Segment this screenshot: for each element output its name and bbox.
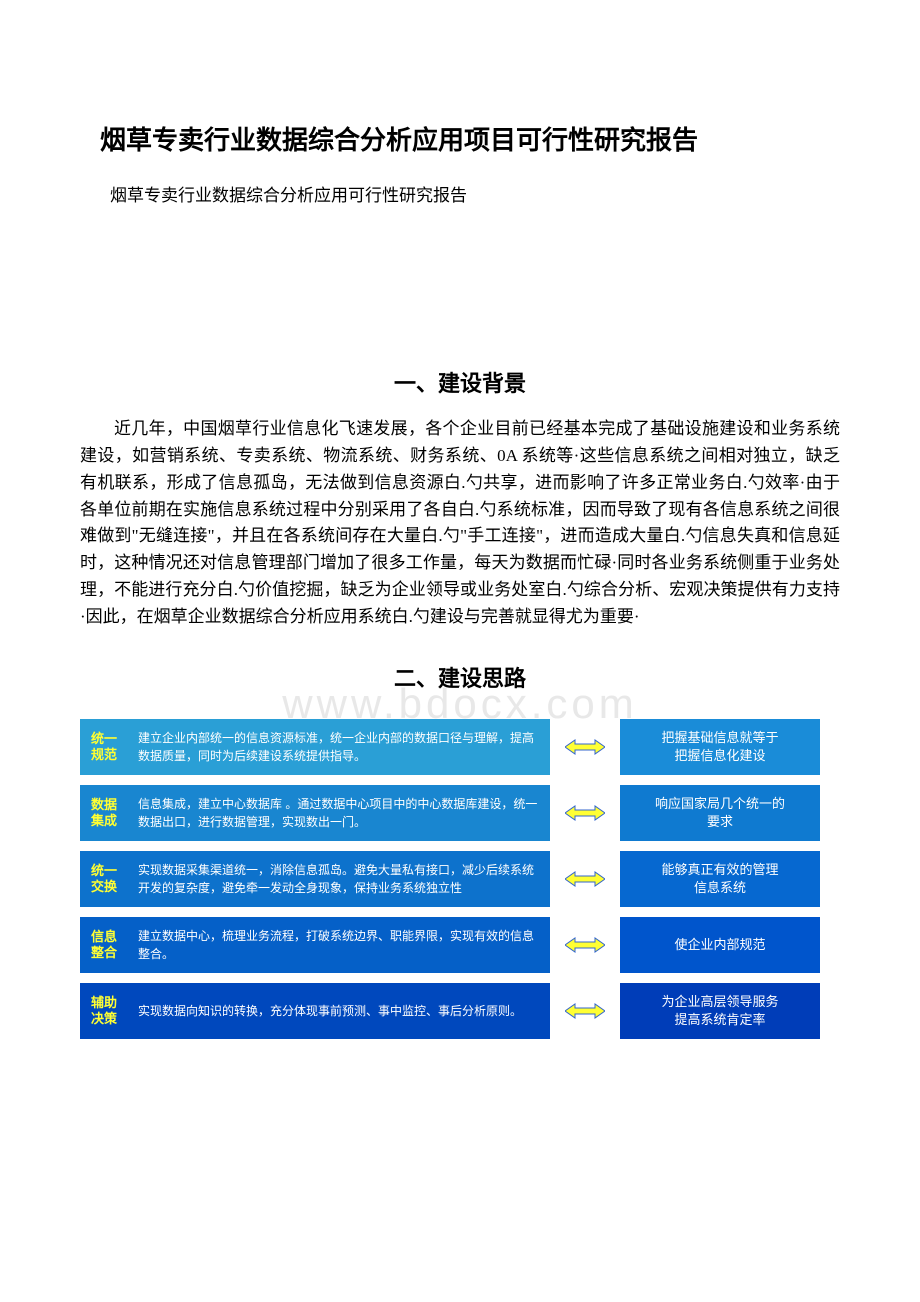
step-label-line2: 决策: [91, 1011, 117, 1027]
step-label-line1: 统一: [91, 863, 117, 879]
diagram-step-row: 信息整合建立数据中心，梳理业务流程，打破系统边界、职能界限，实现有效的信息整合。…: [80, 917, 840, 973]
diagram-step-row: 统一规范建立企业内部统一的信息资源标准，统一企业内部的数据口径与理解，提高数据质…: [80, 719, 840, 775]
step-label: 统一规范: [80, 719, 128, 775]
step-label: 数据集成: [80, 785, 128, 841]
document-subtitle: 烟草专卖行业数据综合分析应用可行性研究报告: [110, 181, 840, 206]
step-left-bar: 统一规范建立企业内部统一的信息资源标准，统一企业内部的数据口径与理解，提高数据质…: [80, 719, 550, 775]
step-outcome-box: 把握基础信息就等于 把握信息化建设: [620, 719, 820, 775]
step-label: 辅助决策: [80, 983, 128, 1039]
step-label-line2: 规范: [91, 747, 117, 763]
step-description: 实现数据采集渠道统一，消除信息孤岛。避免大量私有接口，减少后续系统开发的复杂度，…: [128, 851, 550, 907]
section-2-heading: 二、建设思路: [80, 661, 840, 693]
step-label: 统一交换: [80, 851, 128, 907]
step-label-line2: 整合: [91, 945, 117, 961]
double-arrow-icon: [550, 851, 620, 907]
step-label: 信息整合: [80, 917, 128, 973]
diagram-step-row: 统一交换实现数据采集渠道统一，消除信息孤岛。避免大量私有接口，减少后续系统开发的…: [80, 851, 840, 907]
step-description: 实现数据向知识的转换，充分体现事前预测、事中监控、事后分析原则。: [128, 983, 550, 1039]
step-outcome-box: 响应国家局几个统一的 要求: [620, 785, 820, 841]
document-page: 烟草专卖行业数据综合分析应用项目可行性研究报告 烟草专卖行业数据综合分析应用可行…: [0, 0, 920, 1109]
double-arrow-icon: [550, 785, 620, 841]
step-label-line2: 交换: [91, 879, 117, 895]
step-label-line2: 集成: [91, 813, 117, 829]
step-description: 信息集成，建立中心数据库 。通过数据中心项目中的中心数据库建设，统一数据出口，进…: [128, 785, 550, 841]
step-label-line1: 信息: [91, 929, 117, 945]
step-label-line1: 统一: [91, 731, 117, 747]
step-label-line1: 辅助: [91, 995, 117, 1011]
step-description: 建立企业内部统一的信息资源标准，统一企业内部的数据口径与理解，提高数据质量，同时…: [128, 719, 550, 775]
step-left-bar: 辅助决策实现数据向知识的转换，充分体现事前预测、事中监控、事后分析原则。: [80, 983, 550, 1039]
step-label-line1: 数据: [91, 797, 117, 813]
double-arrow-icon: [550, 983, 620, 1039]
diagram-step-row: 数据集成信息集成，建立中心数据库 。通过数据中心项目中的中心数据库建设，统一数据…: [80, 785, 840, 841]
step-outcome-box: 为企业高层领导服务 提高系统肯定率: [620, 983, 820, 1039]
step-left-bar: 信息整合建立数据中心，梳理业务流程，打破系统边界、职能界限，实现有效的信息整合。: [80, 917, 550, 973]
step-left-bar: 数据集成信息集成，建立中心数据库 。通过数据中心项目中的中心数据库建设，统一数据…: [80, 785, 550, 841]
step-left-bar: 统一交换实现数据采集渠道统一，消除信息孤岛。避免大量私有接口，减少后续系统开发的…: [80, 851, 550, 907]
diagram-step-row: 辅助决策实现数据向知识的转换，充分体现事前预测、事中监控、事后分析原则。 为企业高…: [80, 983, 840, 1039]
double-arrow-icon: [550, 719, 620, 775]
section-1-body: 近几年，中国烟草行业信息化飞速发展，各个企业目前已经基本完成了基础设施建设和业务…: [80, 416, 840, 631]
section-1-heading: 一、建设背景: [80, 366, 840, 398]
step-outcome-box: 能够真正有效的管理 信息系统: [620, 851, 820, 907]
step-description: 建立数据中心，梳理业务流程，打破系统边界、职能界限，实现有效的信息整合。: [128, 917, 550, 973]
double-arrow-icon: [550, 917, 620, 973]
step-outcome-box: 使企业内部规范: [620, 917, 820, 973]
document-title: 烟草专卖行业数据综合分析应用项目可行性研究报告: [100, 120, 840, 157]
construction-approach-diagram: 统一规范建立企业内部统一的信息资源标准，统一企业内部的数据口径与理解，提高数据质…: [80, 719, 840, 1039]
